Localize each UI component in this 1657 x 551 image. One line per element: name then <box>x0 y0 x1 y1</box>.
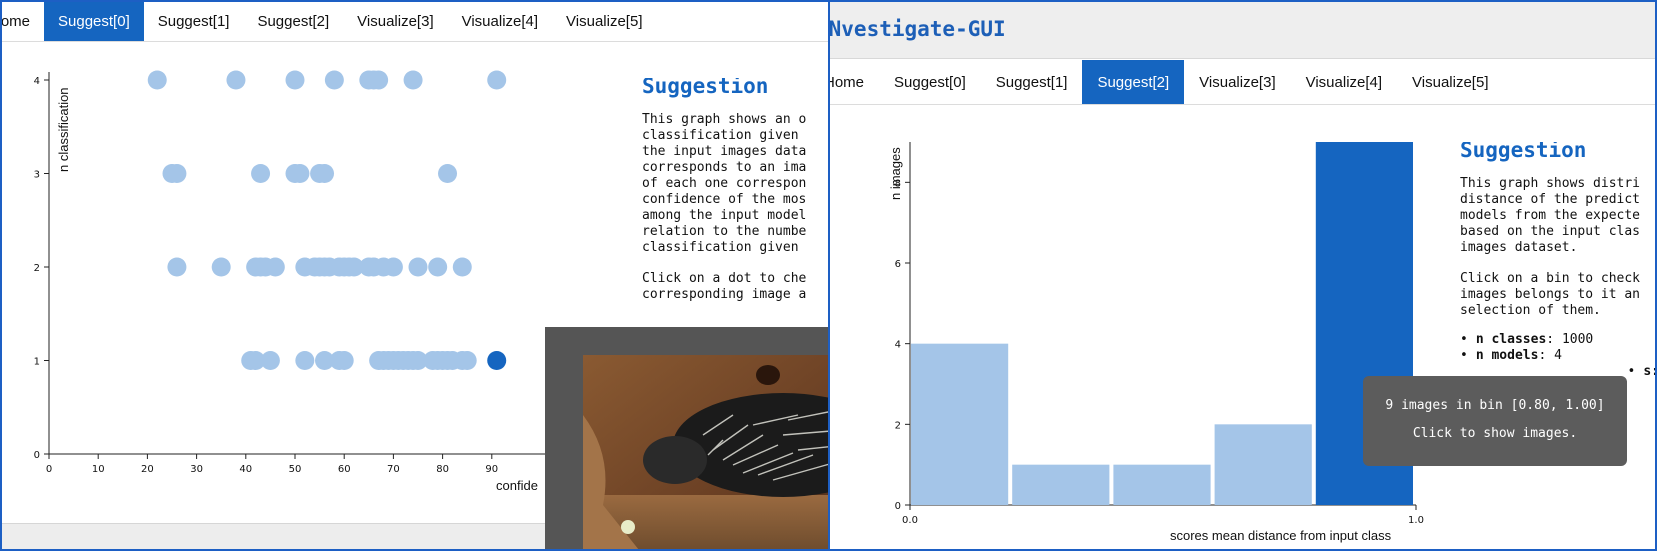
data-point[interactable] <box>295 351 315 370</box>
right-window: NNvestigate-GUI Home Suggest[0] Suggest[… <box>828 0 1657 551</box>
x-tick-label: 60 <box>338 464 351 475</box>
left-window: Home Suggest[0] Suggest[1] Suggest[2] Vi… <box>0 0 830 551</box>
stat-n-models: n models: 4 <box>1460 348 1655 364</box>
tooltip-bin-info: 9 images in bin [0.80, 1.00] <box>1385 398 1605 413</box>
x-axis-label: confide <box>496 478 538 493</box>
left-tab-bar: Home Suggest[0] Suggest[1] Suggest[2] Vi… <box>2 2 828 42</box>
data-point[interactable] <box>383 257 403 277</box>
x-tick-label: 0 <box>46 464 52 475</box>
selected-data-point[interactable] <box>487 351 507 370</box>
y-tick-label: 8 <box>895 178 901 189</box>
suggestion-description: This graph shows distri distance of the … <box>1460 176 1641 255</box>
tab-visualize-3[interactable]: Visualize[3] <box>1199 73 1276 91</box>
tab-suggest-0[interactable]: Suggest[0] <box>894 73 966 91</box>
x-axis-label: scores mean distance from input class <box>1170 528 1392 543</box>
y-tick-label: 2 <box>895 420 901 431</box>
histogram-bin[interactable] <box>1012 464 1110 505</box>
tab-visualize-3[interactable]: Visualize[3] <box>357 13 434 30</box>
data-point[interactable] <box>369 70 389 90</box>
suggestion-panel: Suggestion This graph shows an o classif… <box>642 78 828 338</box>
tab-visualize-4[interactable]: Visualize[4] <box>461 13 539 30</box>
data-point[interactable] <box>408 257 428 277</box>
data-point[interactable] <box>403 70 423 90</box>
y-tick-label: 0 <box>34 450 40 461</box>
y-tick-label: 2 <box>34 263 40 274</box>
data-point[interactable] <box>487 70 507 90</box>
right-tab-bar: Home Suggest[0] Suggest[1] Suggest[2] Vi… <box>830 60 1655 105</box>
histogram-bin[interactable] <box>911 343 1009 505</box>
tab-home[interactable]: Home <box>828 73 865 91</box>
histogram-bin[interactable] <box>1214 424 1312 505</box>
data-point[interactable] <box>226 70 246 90</box>
suggestion-title: Suggestion <box>642 78 769 98</box>
histogram-bin[interactable] <box>1113 464 1211 505</box>
tab-visualize-5[interactable]: Visualize[5] <box>1412 73 1489 91</box>
data-point[interactable] <box>251 164 271 183</box>
tab-home[interactable]: Home <box>0 13 31 30</box>
data-point[interactable] <box>428 257 448 277</box>
x-tick-label: 1.0 <box>1408 515 1424 526</box>
bin-tooltip: 9 images in bin [0.80, 1.00] Click to sh… <box>1363 376 1627 466</box>
tab-visualize-4[interactable]: Visualize[4] <box>1305 73 1383 91</box>
x-tick-label: 90 <box>485 464 498 475</box>
data-point[interactable] <box>334 351 354 370</box>
tab-suggest-1[interactable]: Suggest[1] <box>995 73 1068 91</box>
y-tick-label: 6 <box>895 259 901 270</box>
data-point[interactable] <box>147 70 167 90</box>
data-point[interactable] <box>315 164 335 183</box>
x-tick-label: 80 <box>436 464 449 475</box>
tab-suggest-2[interactable]: Suggest[2] <box>1082 60 1185 104</box>
x-tick-label: 20 <box>141 464 154 475</box>
suggestion-title: Suggestion <box>1460 142 1587 162</box>
suggestion-panel: Suggestion This graph shows distri dista… <box>1460 142 1655 402</box>
data-point[interactable] <box>167 164 187 183</box>
suggestion-instructions: Click on a bin to check images belongs t… <box>1460 271 1641 318</box>
stat-n-classes: n classes: 1000 <box>1460 332 1655 348</box>
y-tick-label: 3 <box>34 170 40 181</box>
data-point[interactable] <box>408 351 428 370</box>
data-point[interactable] <box>438 164 458 183</box>
data-point[interactable] <box>260 351 280 370</box>
data-point[interactable] <box>211 257 231 277</box>
stats-list: n classes: 1000 n models: 4 s: <box>1460 332 1655 380</box>
suggestion-description: This graph shows an o classification giv… <box>642 112 807 255</box>
data-point[interactable] <box>324 70 344 90</box>
x-tick-label: 10 <box>92 464 105 475</box>
data-point[interactable] <box>457 351 477 370</box>
x-tick-label: 40 <box>239 464 252 475</box>
y-tick-label: 4 <box>895 340 901 351</box>
data-point[interactable] <box>452 257 472 277</box>
porcupine-image[interactable] <box>583 355 828 549</box>
y-tick-label: 0 <box>895 501 901 512</box>
tab-suggest-2[interactable]: Suggest[2] <box>257 13 330 30</box>
data-point[interactable] <box>246 351 266 370</box>
stat-partial: s: <box>1460 364 1655 380</box>
app-title: NNvestigate-GUI <box>828 17 1006 41</box>
data-point[interactable] <box>344 257 364 277</box>
scatter-chart: 0 10 20 30 40 50 60 70 80 90 0 1 2 3 4 confide n class… <box>34 70 828 493</box>
tab-visualize-5[interactable]: Visualize[5] <box>566 13 643 30</box>
y-tick-label: 1 <box>34 357 40 368</box>
tab-suggest-1[interactable]: Suggest[1] <box>157 13 230 30</box>
data-point[interactable] <box>285 70 305 90</box>
tab-suggest-0[interactable]: Suggest[0] <box>44 2 144 41</box>
suggestion-instructions: Click on a dot to che corresponding imag… <box>642 271 807 302</box>
tooltip-hint: Click to show images. <box>1412 426 1578 441</box>
app-header: NNvestigate-GUI <box>830 2 1655 59</box>
x-tick-label: 0.0 <box>902 515 918 526</box>
data-point[interactable] <box>265 257 285 277</box>
y-axis-label: n images <box>888 147 903 200</box>
image-preview-modal[interactable] <box>545 327 828 549</box>
data-point[interactable] <box>290 164 310 183</box>
x-tick-label: 70 <box>387 464 400 475</box>
y-tick-label: 4 <box>34 76 40 87</box>
y-axis-label: n classification <box>56 87 71 172</box>
x-tick-label: 30 <box>190 464 203 475</box>
x-tick-label: 50 <box>289 464 302 475</box>
data-point[interactable] <box>315 351 335 370</box>
data-point[interactable] <box>167 257 187 277</box>
